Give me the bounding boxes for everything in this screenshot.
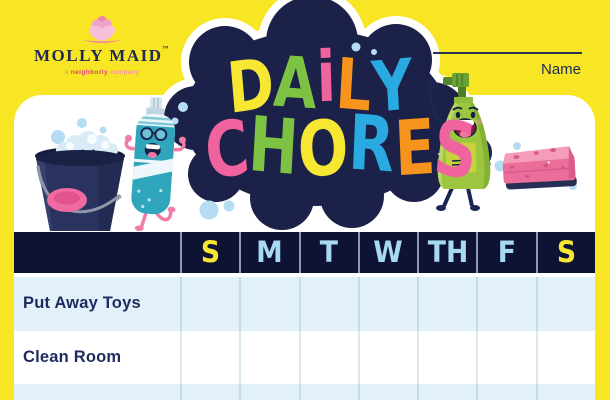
day-header-T-2: T: [298, 232, 358, 273]
title-letter-C: C: [201, 101, 253, 198]
chore-name: Put Away Toys: [23, 294, 141, 313]
title-letter-S: S: [430, 102, 481, 197]
day-header-F-5: F: [476, 232, 535, 273]
table-corner-cell: [14, 232, 180, 273]
day-letter: S: [201, 235, 221, 269]
chore-row-0: Put Away Toys: [14, 277, 595, 331]
chore-name-cell: [14, 384, 180, 400]
brand-name: MOLLY MAID™: [34, 46, 170, 65]
chore-name-cell: Put Away Toys: [14, 277, 180, 331]
day-header-S-0: S: [180, 232, 239, 273]
chore-name: Clean Room: [23, 347, 122, 366]
name-field: Name: [433, 52, 582, 78]
day-checkbox-cell: [476, 384, 535, 400]
day-checkbox-cell: [239, 330, 298, 384]
day-checkbox-cell: [476, 277, 535, 331]
chore-row-partial: [14, 384, 595, 400]
day-checkbox-cell: [239, 384, 298, 400]
brand-logo: MOLLY MAID™ a neighborly company: [22, 12, 182, 76]
day-checkbox-cell: [298, 277, 358, 331]
chore-row-1: Clean Room: [14, 330, 595, 385]
day-header-W-3: W: [357, 232, 417, 273]
day-checkbox-cell: [180, 384, 239, 400]
lotus-flower-icon: [83, 16, 121, 43]
day-checkbox-cell: [357, 277, 417, 331]
day-header-S-6: S: [535, 232, 595, 273]
trademark-symbol: ™: [162, 46, 170, 52]
name-write-line: [433, 52, 582, 54]
day-checkbox-cell: [535, 330, 595, 384]
brand-tagline: a neighborly company: [64, 69, 140, 76]
day-checkbox-cell: [180, 330, 239, 384]
day-checkbox-cell: [180, 277, 239, 331]
chores-table: S M T W TH F S Put Away Toys Clean Room: [14, 232, 595, 400]
day-checkbox-cell: [417, 330, 476, 384]
day-checkbox-cell: [535, 277, 595, 331]
day-checkbox-cell: [476, 330, 535, 384]
day-checkbox-cell: [417, 384, 476, 400]
title-letter-H: H: [246, 98, 301, 193]
day-letter: F: [497, 235, 517, 269]
chore-name-cell: Clean Room: [14, 331, 180, 385]
day-letter: W: [373, 235, 404, 269]
title-letter-O: O: [296, 102, 351, 195]
day-checkbox-cell: [298, 384, 358, 400]
day-checkbox-cell: [239, 277, 298, 331]
title-letter-E: E: [392, 101, 437, 194]
header-gap: [14, 273, 595, 277]
day-letter: S: [556, 235, 576, 269]
title-letter-R: R: [346, 97, 397, 190]
day-checkbox-cell: [417, 277, 476, 331]
day-letter: T: [320, 235, 339, 269]
table-body: Put Away Toys Clean Room: [14, 277, 595, 400]
title-word-chores: CHORES: [201, 97, 480, 198]
day-letter: M: [256, 235, 284, 269]
day-checkbox-cell: [535, 384, 595, 400]
day-letter: TH: [427, 235, 469, 269]
day-header-M-1: M: [239, 232, 298, 273]
day-checkbox-cell: [298, 330, 358, 384]
table-header-row: S M T W TH F S: [14, 232, 595, 273]
name-label: Name: [540, 61, 581, 78]
day-checkbox-cell: [357, 330, 417, 384]
day-header-TH-4: TH: [417, 232, 476, 273]
day-checkbox-cell: [357, 384, 417, 400]
